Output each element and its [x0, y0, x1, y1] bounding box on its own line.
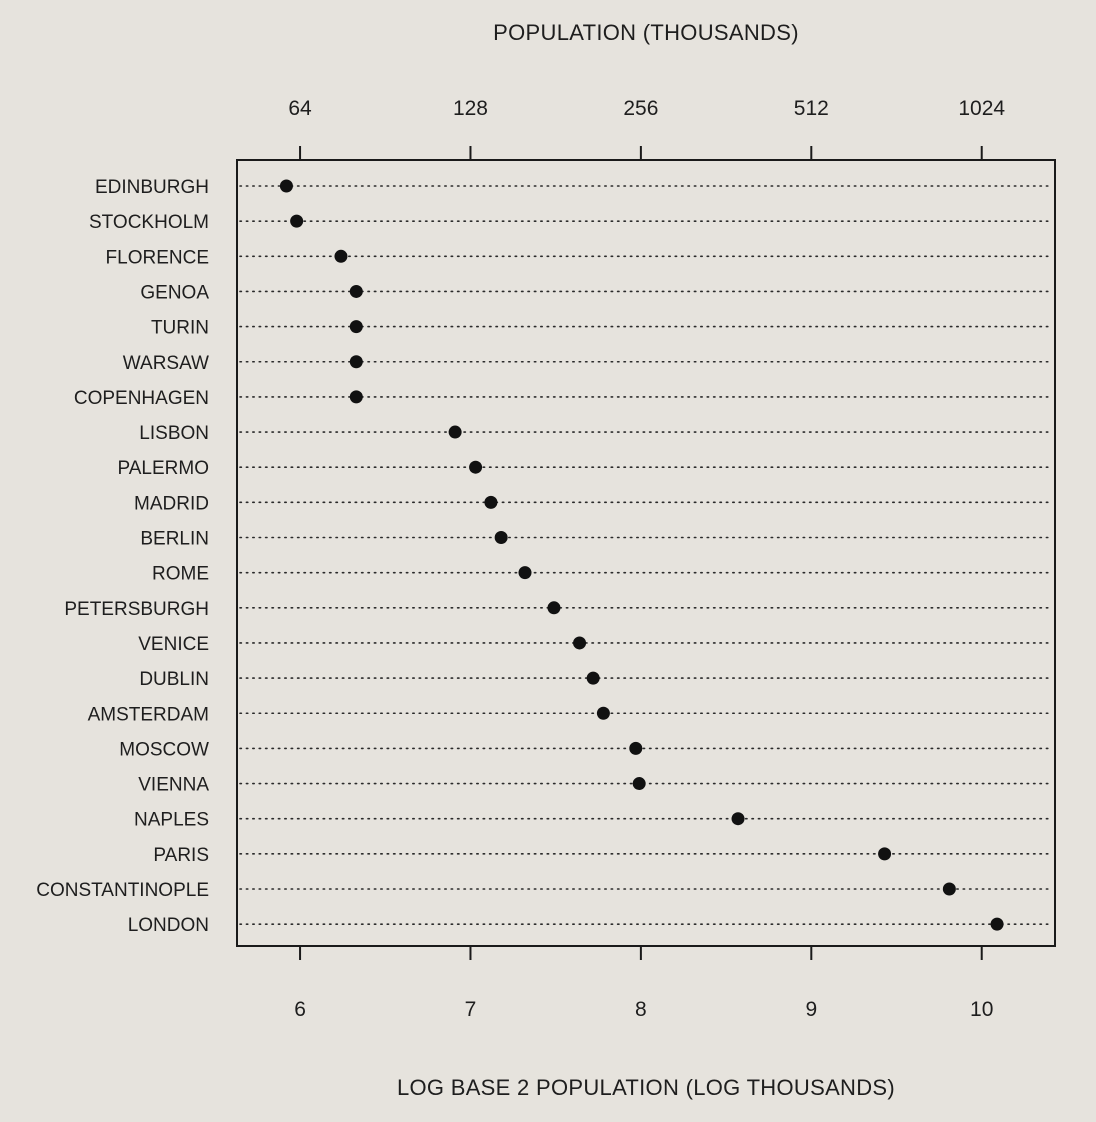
data-point [349, 355, 363, 369]
gridlines [239, 185, 1053, 925]
top-tick-label: 64 [288, 97, 312, 120]
category-label: MADRID [134, 493, 209, 514]
category-label: NAPLES [134, 810, 209, 831]
category-label: PETERSBURGH [64, 599, 209, 620]
data-point [878, 847, 892, 861]
data-points [279, 179, 1004, 931]
bottom-tick-label: 8 [635, 998, 647, 1021]
data-point [731, 812, 745, 826]
data-point [349, 390, 363, 404]
data-point [518, 566, 532, 580]
data-point [290, 214, 304, 228]
category-label: DUBLIN [139, 669, 209, 690]
data-point [629, 741, 643, 755]
data-point [547, 601, 561, 615]
category-label: FLORENCE [106, 247, 209, 268]
category-label: BERLIN [140, 529, 209, 550]
data-point [448, 425, 462, 439]
data-point [990, 917, 1004, 931]
data-point [469, 460, 483, 474]
category-labels: EDINBURGH STOCKHOLM FLORENCE GENOA TURIN WARS… [36, 177, 209, 936]
category-label: TURIN [151, 318, 209, 339]
data-point [349, 284, 363, 298]
plot-frame [236, 159, 1056, 947]
data-point [279, 179, 293, 193]
category-label: GENOA [140, 282, 209, 303]
top-tick-label: 512 [794, 97, 829, 120]
bottom-tick-label: 6 [294, 998, 306, 1021]
category-label: AMSTERDAM [88, 704, 209, 725]
bottom-tick-label: 9 [805, 998, 817, 1021]
category-label: MOSCOW [119, 739, 209, 760]
top-tick-label: 1024 [958, 97, 1005, 120]
data-point [942, 882, 956, 896]
category-label: VENICE [138, 634, 209, 655]
axis-ticks: 64 128 256 512 1024 6 7 8 9 10 [288, 97, 1005, 1021]
data-point [349, 320, 363, 334]
category-label: LISBON [139, 423, 209, 444]
category-label: COPENHAGEN [74, 388, 209, 409]
bottom-axis-title: LOG BASE 2 POPULATION (LOG THOUSANDS) [397, 1075, 895, 1100]
data-point [484, 495, 498, 509]
data-point [596, 706, 610, 720]
top-tick-label: 256 [623, 97, 658, 120]
bottom-tick-label: 7 [465, 998, 477, 1021]
category-label: CONSTANTINOPLE [36, 880, 209, 901]
category-label: ROME [152, 564, 209, 585]
data-point [632, 777, 646, 791]
data-point [334, 249, 348, 263]
data-point [586, 671, 600, 685]
category-label: STOCKHOLM [89, 212, 209, 233]
data-point [494, 531, 508, 544]
top-tick-label: 128 [453, 97, 488, 120]
category-label: WARSAW [123, 353, 209, 374]
data-point [573, 636, 587, 650]
category-label: PALERMO [117, 458, 209, 479]
category-label: PARIS [153, 845, 209, 866]
category-label: EDINBURGH [95, 177, 209, 198]
top-axis-title: POPULATION (THOUSANDS) [493, 20, 799, 45]
category-label: VIENNA [138, 775, 209, 796]
bottom-tick-label: 10 [970, 998, 993, 1021]
category-label: LONDON [128, 915, 209, 936]
